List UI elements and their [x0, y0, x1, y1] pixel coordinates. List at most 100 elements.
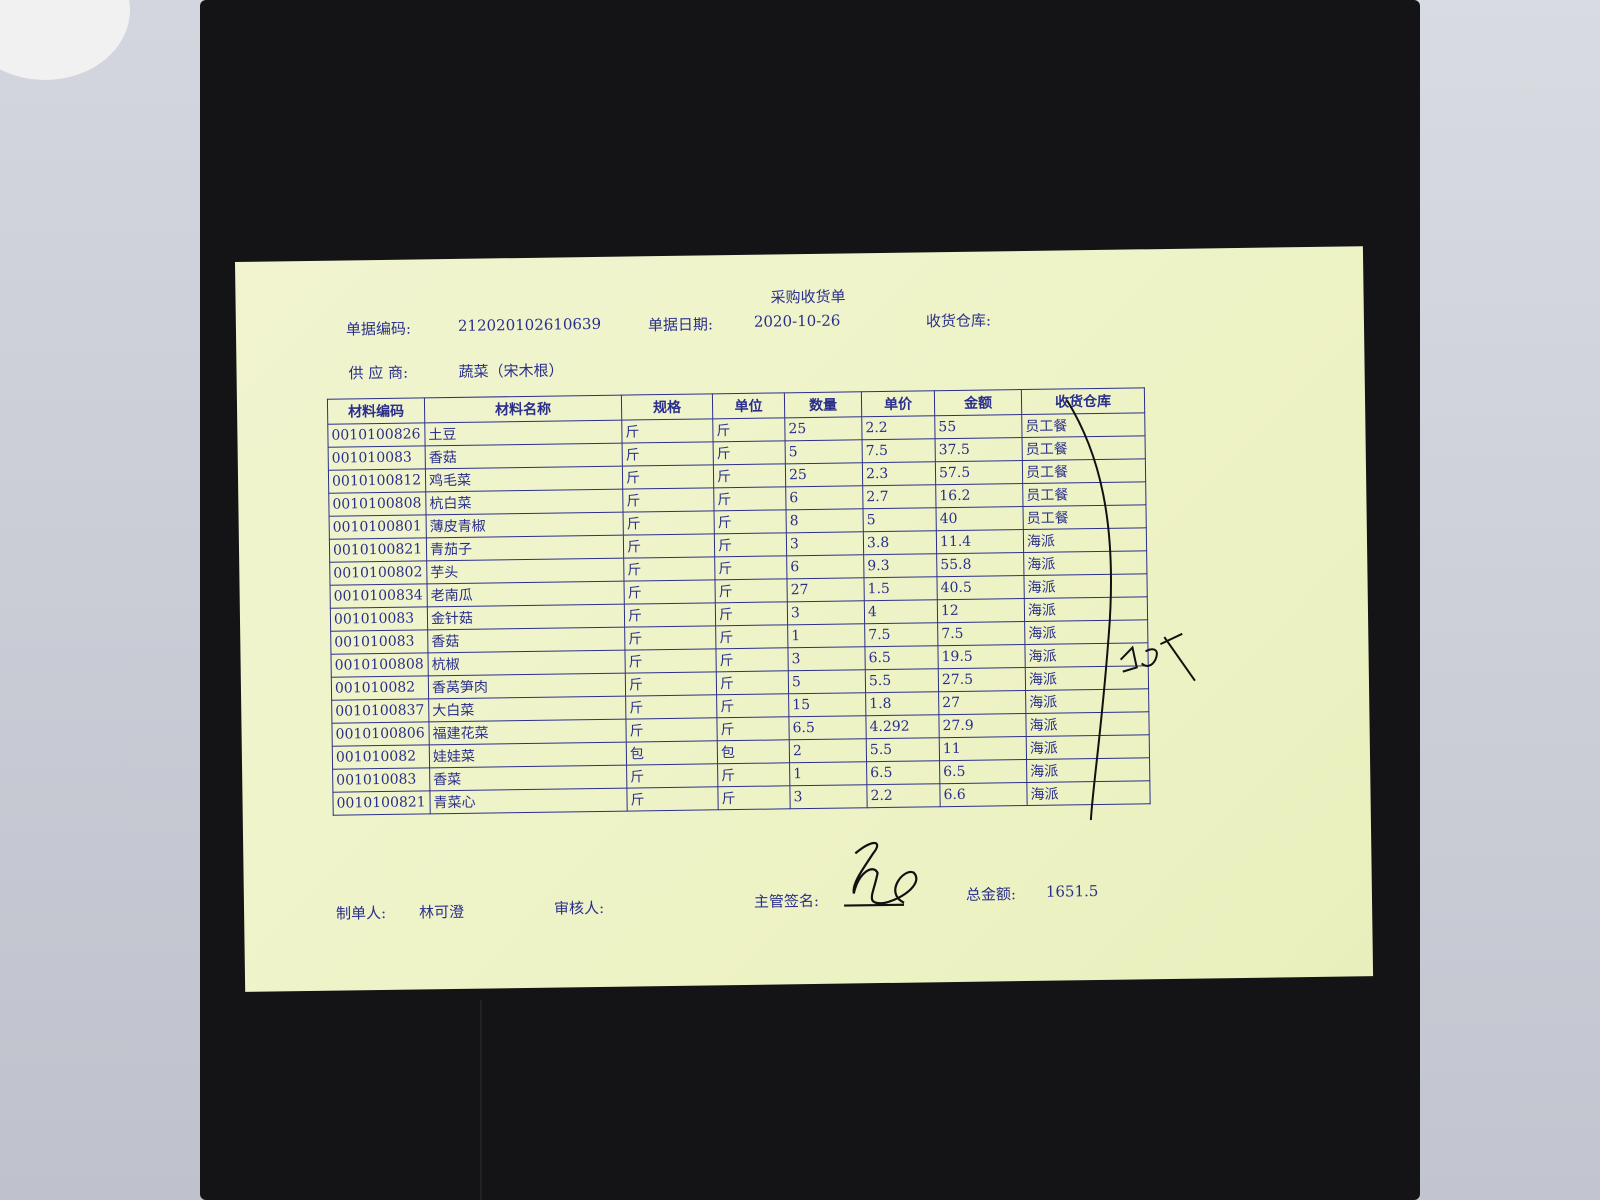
table-cell: 25	[784, 416, 863, 441]
table-cell: 19.5	[937, 644, 1026, 669]
table-cell: 3.8	[863, 530, 937, 555]
table-cell: 大白菜	[428, 696, 626, 722]
table-cell: 杭白菜	[425, 489, 624, 515]
table-cell: 5	[863, 507, 937, 532]
table-cell: 6.5	[866, 760, 940, 785]
table-cell: 斤	[714, 578, 788, 603]
table-cell: 2.7	[862, 484, 936, 509]
table-cell: 1.8	[865, 691, 939, 716]
table-cell: 斤	[714, 532, 787, 557]
handwritten-bracket-mark	[1066, 399, 1196, 821]
table-cell: 斤	[623, 510, 715, 536]
table-cell: 斤	[715, 647, 789, 672]
table-cell: 0010100821	[329, 537, 427, 563]
table-cell: 金针菇	[427, 604, 625, 630]
table-cell: 斤	[622, 464, 714, 490]
table-cell: 12	[937, 598, 1025, 623]
table-cell: 香菇	[425, 443, 623, 469]
table-cell: 001010082	[332, 744, 430, 770]
table-cell: 57.5	[935, 460, 1023, 485]
table-cell: 斤	[716, 670, 789, 695]
table-cell: 鸡毛菜	[425, 466, 623, 492]
table-cell: 香菇	[427, 627, 625, 653]
table-cell: 4.292	[865, 714, 940, 739]
supplier-label: 供 应 商:	[348, 363, 409, 383]
table-cell: 薄皮青椒	[426, 512, 624, 538]
table-cell: 青菜心	[429, 788, 628, 814]
table-cell: 25	[785, 462, 863, 487]
table-cell: 斤	[625, 694, 717, 720]
table-cell: 斤	[713, 486, 787, 511]
doc-no: 212020102610639	[457, 314, 602, 335]
table-cell: 斤	[624, 602, 716, 628]
table-cell: 001010082	[331, 675, 429, 701]
table-cell: 0010100802	[329, 560, 428, 586]
doc-no-label: 单据编码:	[345, 319, 412, 339]
table-cell: 1.5	[863, 576, 938, 601]
table-cell: 斤	[713, 440, 786, 465]
document-title: 采购收货单	[770, 287, 846, 307]
table-cell: 2	[789, 738, 867, 763]
table-cell: 斤	[715, 624, 788, 649]
column-header: 单位	[712, 392, 785, 419]
table-cell: 4	[864, 599, 938, 624]
table-cell: 55	[934, 414, 1023, 439]
table-cell: 福建花菜	[428, 719, 627, 745]
table-cell: 5	[788, 669, 866, 694]
table-cell: 55.8	[936, 552, 1024, 577]
table-cell: 15	[788, 692, 866, 717]
table-cell: 斤	[625, 717, 718, 743]
table-cell: 001010083	[330, 606, 428, 632]
column-header: 材料名称	[424, 395, 622, 423]
table-cell: 斤	[624, 648, 717, 674]
table-cell: 2.2	[861, 415, 936, 440]
table-cell: 斤	[716, 716, 790, 741]
table-cell: 0010100808	[330, 652, 429, 678]
table-cell: 娃娃菜	[429, 742, 627, 768]
table-cell: 斤	[716, 693, 789, 718]
table-cell: 斤	[622, 487, 715, 513]
table-cell: 0010100806	[331, 721, 430, 747]
table-cell: 1	[787, 623, 865, 648]
column-header: 金额	[934, 389, 1022, 416]
table-cell: 5.5	[866, 737, 940, 762]
table-cell: 27	[786, 577, 865, 602]
supervisor-label: 主管签名:	[753, 891, 820, 911]
board-seam	[480, 1000, 482, 1200]
table-cell: 001010083	[328, 445, 426, 471]
items-table: 材料编码 材料名称 规格 单位 数量 单价 金额 收货仓库 0010100826 土豆斤斤 25 2…	[327, 387, 1151, 816]
table-cell: 5	[785, 439, 863, 464]
table-cell: 0010100834	[330, 583, 428, 609]
table-cell: 3	[786, 531, 864, 556]
table-cell: 斤	[712, 417, 786, 442]
table-cell: 40.5	[936, 575, 1025, 600]
total-amount: 1651.5	[1045, 882, 1099, 901]
table-cell: 7.5	[862, 438, 936, 463]
table-cell: 3	[787, 600, 865, 625]
column-header: 材料编码	[327, 397, 425, 425]
table-cell: 7.5	[864, 622, 938, 647]
table-cell: 27.5	[938, 667, 1026, 692]
table-cell: 0010100826	[327, 422, 426, 448]
table-cell: 包	[626, 740, 718, 766]
table-cell: 斤	[623, 579, 716, 605]
desk-surface-right	[1410, 0, 1600, 1200]
table-cell: 001010083	[332, 767, 430, 793]
table-cell: 包	[717, 739, 790, 764]
table-cell: 40	[935, 506, 1024, 531]
table-cell: 土豆	[424, 420, 623, 446]
table-cell: 27.9	[938, 713, 1027, 738]
column-header: 规格	[621, 393, 713, 421]
table-cell: 6.5	[788, 715, 867, 740]
column-header: 数量	[784, 391, 862, 418]
table-cell: 27	[938, 690, 1026, 715]
table-cell: 斤	[625, 671, 717, 697]
table-cell: 香菜	[429, 765, 627, 791]
table-cell: 斤	[621, 418, 714, 444]
desk-surface-left	[0, 0, 205, 1200]
table-cell: 斤	[622, 441, 714, 467]
table-cell: 0010100808	[328, 491, 427, 517]
table-cell: 16.2	[935, 483, 1023, 508]
table-cell: 斤	[713, 463, 786, 488]
table-cell: 37.5	[935, 437, 1023, 462]
